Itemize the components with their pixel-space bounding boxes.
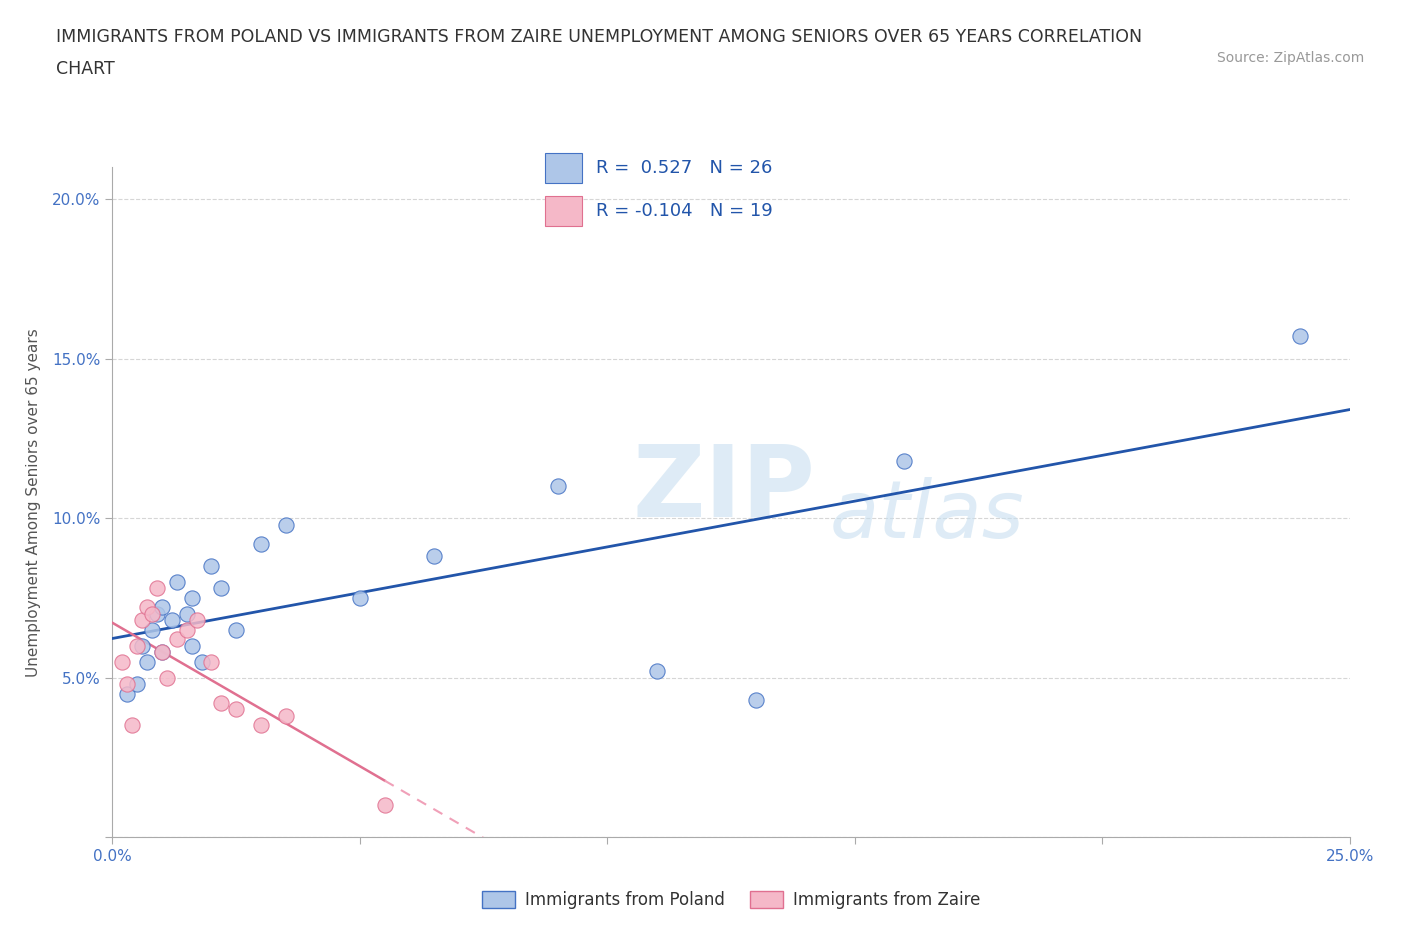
Point [274,709,297,724]
Point [547,479,569,494]
Point [156,671,179,685]
Point [166,575,188,590]
Point [225,702,247,717]
Point [186,613,208,628]
Point [136,654,159,669]
Point [131,638,153,653]
Point [117,676,139,691]
Point [180,591,202,605]
Point [150,600,173,615]
Point [423,549,446,564]
Point [209,696,232,711]
Point [374,798,396,813]
Point [160,613,183,628]
Bar [546,196,582,226]
Text: Source: ZipAtlas.com: Source: ZipAtlas.com [1216,51,1364,65]
Point [117,686,139,701]
Point [200,559,222,574]
Point [250,718,273,733]
Point [127,638,149,653]
Point [200,654,222,669]
Point [146,581,169,596]
Point [349,591,371,605]
Point [131,613,153,628]
Point [150,644,173,659]
Text: IMMIGRANTS FROM POLAND VS IMMIGRANTS FROM ZAIRE UNEMPLOYMENT AMONG SENIORS OVER : IMMIGRANTS FROM POLAND VS IMMIGRANTS FRO… [56,28,1142,46]
Point [146,606,169,621]
Point [1289,329,1312,344]
Point [121,718,143,733]
Point [645,664,668,679]
Point [893,453,915,468]
Point [141,622,163,637]
Point [745,693,768,708]
Point [176,606,198,621]
Point [127,676,149,691]
Point [141,606,163,621]
Point [250,537,273,551]
Point [274,517,297,532]
Text: R =  0.527   N = 26: R = 0.527 N = 26 [596,159,773,178]
Text: atlas: atlas [830,476,1025,554]
Y-axis label: Unemployment Among Seniors over 65 years: Unemployment Among Seniors over 65 years [27,328,41,677]
Text: CHART: CHART [56,60,115,78]
Point [180,638,202,653]
Point [136,600,159,615]
Point [190,654,212,669]
Text: R = -0.104   N = 19: R = -0.104 N = 19 [596,202,773,220]
Point [176,622,198,637]
Point [209,581,232,596]
Text: ZIP: ZIP [633,440,815,538]
Point [150,644,173,659]
Point [166,631,188,646]
Legend: Immigrants from Poland, Immigrants from Zaire: Immigrants from Poland, Immigrants from … [475,884,987,916]
Bar [546,153,582,183]
Point [225,622,247,637]
Point [111,654,134,669]
